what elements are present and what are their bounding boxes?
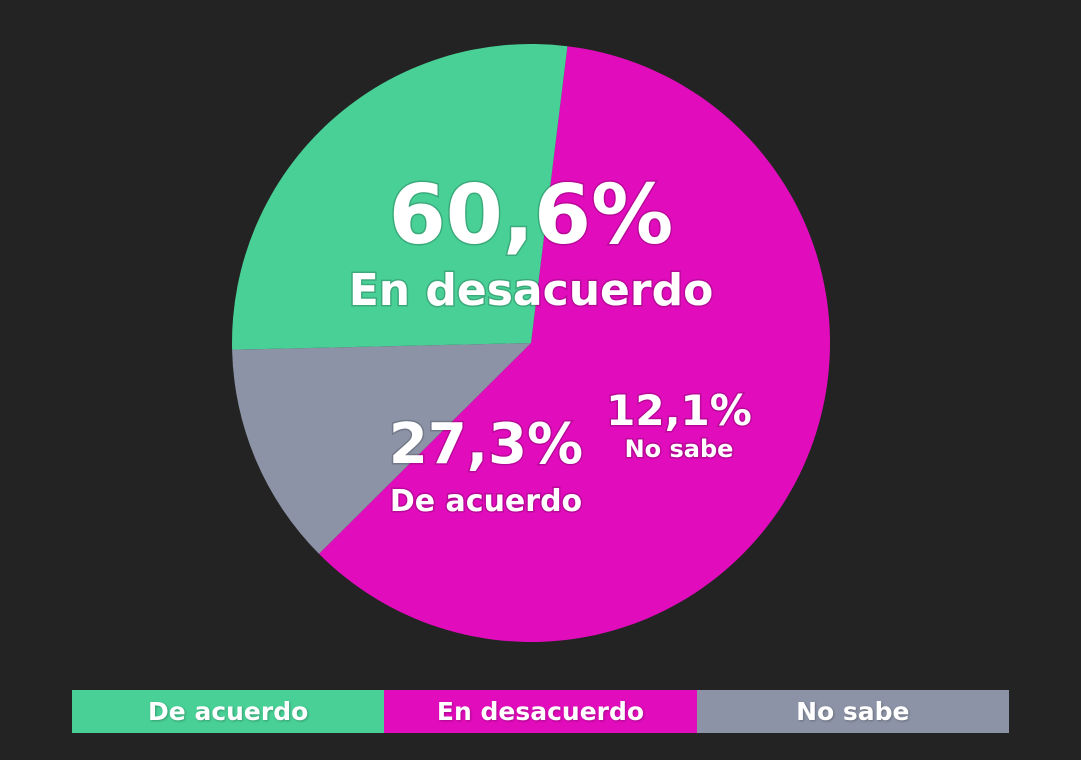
pie-labels: 60,6%En desacuerdo 12,1%No sabe 27,3% De ac…	[347, 167, 753, 521]
legend-item-no-sabe: No sabe	[696, 690, 1009, 733]
pie-slices	[232, 43, 831, 643]
slice-category-label: En desacuerdo	[349, 265, 714, 316]
legend-item-de-acuerdo: De acuerdo	[72, 690, 385, 733]
slice-category-label: De acuerdo	[390, 484, 582, 519]
slice-category-label: No sabe	[625, 435, 734, 463]
pie-slice-de-acuerdo	[232, 43, 568, 350]
slice-value-label: 27,3%	[389, 412, 583, 477]
pie-slice-en-desacuerdo	[318, 46, 831, 643]
pie-slice-no-sabe	[232, 343, 531, 554]
pie-chart: 60,6%En desacuerdo 12,1%No sabe 27,3% De ac…	[232, 43, 831, 643]
slice-value-label: 60,6%	[389, 168, 673, 263]
legend: De acuerdo En desacuerdo No sabe	[72, 690, 1009, 733]
slice-value-label: 12,1%	[606, 386, 752, 435]
legend-item-en-desacuerdo: En desacuerdo	[384, 690, 697, 733]
